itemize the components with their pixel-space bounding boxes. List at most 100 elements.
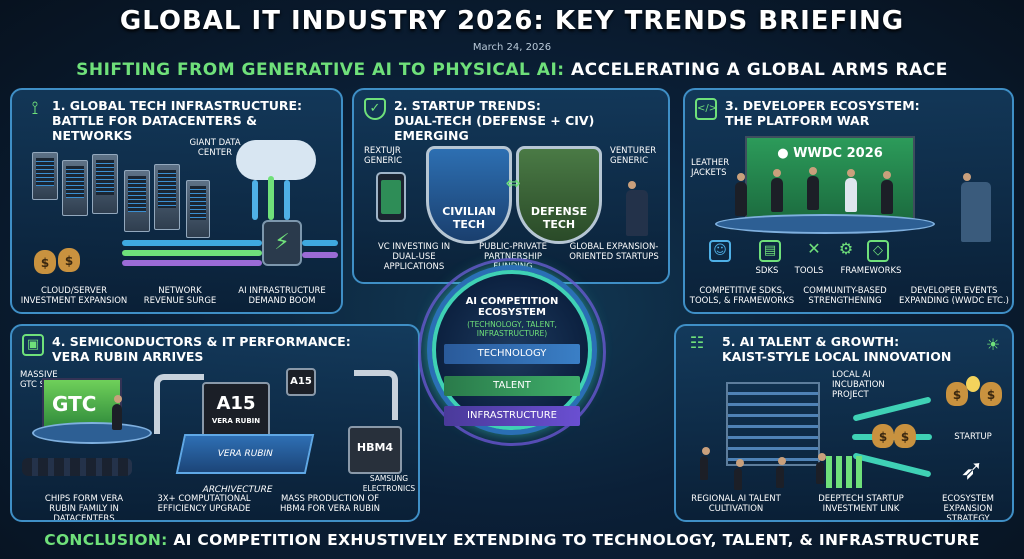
investor-figure (626, 181, 648, 236)
presenter-figure (881, 171, 893, 214)
panel4-title-line2: VERA RUBIN ARRIVES (52, 349, 204, 364)
tools-icon: ✕ (807, 239, 821, 258)
network-cable (302, 252, 338, 258)
presenter-figure (807, 167, 819, 210)
server-rack (62, 160, 88, 216)
label-right-person: VENTURER GENERIC (610, 146, 657, 166)
conclusion-text: AI COMPETITION EXHUSTIVELY EXTENDING TO … (167, 531, 980, 549)
civilian-tech-shield: CIVILIAN TECH (426, 146, 512, 244)
network-cable (122, 250, 262, 256)
developer-figure (961, 173, 991, 242)
tool-tools: TOOLS (794, 266, 824, 276)
up-arrow (268, 176, 274, 220)
label-network-revenue: NETWORK REVENUE SURGE (143, 286, 217, 306)
dollar-bag-icon: $ (894, 424, 916, 448)
speaker-figure (112, 395, 122, 430)
label-global-expansion: GLOBAL EXPANSION-ORIENTED STARTUPS (569, 242, 659, 262)
presenter-figure (771, 169, 783, 212)
panel5-title-line2: KAIST-STYLE LOCAL INNOVATION (722, 349, 952, 364)
lightbulb-icon (966, 376, 980, 392)
label-startup: STARTUP (954, 432, 992, 442)
band-infrastructure: INFRASTRUCTURE (444, 406, 580, 426)
panel4-title-line1: 4. SEMICONDUCTORS & IT PERFORMANCE: (52, 334, 351, 349)
person-figure (816, 453, 826, 484)
panel-startup-trends: ✓ 2. STARTUP TRENDS: DUAL-TECH (DEFENSE … (352, 88, 670, 284)
audience (22, 458, 132, 476)
subtitle-rest: ACCELERATING A GLOBAL ARMS RACE (564, 60, 948, 80)
up-arrow (284, 180, 290, 220)
page-title: GLOBAL IT INDUSTRY 2026: KEY TRENDS BRIE… (119, 6, 905, 36)
vera-rubin-chip: A15 VERA RUBIN (202, 382, 270, 442)
panel2-title-line1: 2. STARTUP TRENDS: (394, 98, 541, 113)
label-efficiency: 3X+ COMPUTATIONAL EFFICIENCY UPGRADE (157, 494, 251, 514)
screen-title: ● WWDC 2026 (747, 146, 913, 161)
panel-ai-talent-growth: ☷ 5. AI TALENT & GROWTH: KAIST-STYLE LOC… (674, 324, 1014, 522)
chip-main-sub: VERA RUBIN (211, 417, 261, 425)
screen-text: WWDC 2026 (793, 146, 883, 161)
gear-icon: ⚙ (838, 239, 854, 258)
tool-frameworks: FRAMEWORKS (840, 266, 902, 276)
briefing-date: March 24, 2026 (472, 42, 552, 53)
dollar-bag-icon: $ (872, 424, 894, 448)
panel-developer-ecosystem: </> 3. DEVELOPER ECOSYSTEM: THE PLATFORM… (683, 88, 1014, 314)
ecosystem-subtitle: (TECHNOLOGY, TALENT, INFRASTRUCTURE) (467, 320, 557, 338)
band-talent: TALENT (444, 376, 580, 396)
defense-tech-shield: DEFENSE TECH (516, 146, 602, 244)
bar-growth-icon (826, 456, 866, 488)
conclusion-highlight: CONCLUSION: (44, 531, 168, 549)
subtitle-highlight: SHIFTING FROM GENERATIVE AI TO PHYSICAL … (76, 60, 565, 80)
label-chips-vera-rubin: CHIPS FORM VERA RUBIN FAMILY IN DATACENT… (44, 494, 124, 522)
panel5-title-line1: 5. AI TALENT & GROWTH: (722, 334, 900, 349)
robot-arm (154, 374, 204, 434)
person-figure (700, 447, 710, 480)
gtc-stage-platform (32, 422, 152, 444)
cloud-icon (236, 140, 316, 180)
hbm4-stack: HBM4 (348, 426, 402, 474)
panel-semiconductors: ▣ 4. SEMICONDUCTORS & IT PERFORMANCE: VE… (10, 324, 420, 522)
label-competitive-sdks: COMPETITIVE SDKs, TOOLS, & FRAMEWORKS (689, 286, 795, 306)
panel3-title-line2: THE PLATFORM WAR (725, 113, 870, 128)
label-regional-ai-talent: REGIONAL AI TALENT CULTIVATION (691, 494, 781, 514)
shield-check-icon: ✓ (364, 98, 386, 120)
label-giant-data-center: GIANT DATA CENTER (189, 138, 241, 158)
lightbulb-person-icon: ☀ (985, 335, 1001, 354)
office-building (726, 382, 820, 466)
presenter-figure (735, 173, 747, 216)
panel2-title-line2: DUAL-TECH (DEFENSE + CIV) EMERGING (394, 113, 595, 143)
label-samsung: SAMSUNG ELECTRONICS (362, 474, 416, 493)
person-figure (776, 457, 786, 488)
dollar-bag-icon: $ (34, 250, 56, 274)
user-code-icon: ☺ (709, 240, 731, 262)
apple-logo-icon: ● (777, 146, 794, 161)
band-technology: TECHNOLOGY (444, 344, 580, 364)
ecosystem-outer-ring (418, 258, 606, 446)
panel3-title-line1: 3. DEVELOPER ECOSYSTEM: (725, 98, 920, 113)
presenter-figure (845, 169, 857, 212)
chip-main-label: A15 (216, 393, 256, 414)
label-leather-jackets: LEATHER JACKETS (691, 158, 730, 178)
code-window-icon: </> (695, 98, 717, 120)
smartphone-icon (376, 172, 406, 222)
lightning-icon: ⚡ (262, 220, 302, 266)
ecosystem-title: AI COMPETITION ECOSYSTEM (465, 296, 559, 318)
signal-tower-icon: ⟟ (31, 98, 39, 119)
framework-cube-icon: ◇ (867, 240, 889, 262)
label-hbm4-production: MASS PRODUCTION OF HBM4 FOR VERA RUBIN (280, 494, 380, 514)
label-local-ai-incubation: LOCAL AI INCUBATION PROJECT (832, 370, 885, 400)
label-vc-investing: VC INVESTING IN DUAL-USE APPLICATIONS (377, 242, 451, 272)
sdk-icon: ▤ (759, 240, 781, 262)
label-developer-events: DEVELOPER EVENTS EXPANDING (WWDC ETC.) (899, 286, 1009, 306)
server-rack (154, 164, 180, 230)
server-rack (124, 170, 150, 232)
network-cable (122, 260, 262, 266)
dollar-bag-icon: $ (946, 382, 968, 406)
server-rack (32, 152, 58, 200)
server-rack (92, 154, 118, 214)
panel1-title-line2: BATTLE FOR DATACENTERS & NETWORKS (52, 113, 257, 143)
person-figure (734, 459, 744, 490)
a15-small-chip: A15 (286, 368, 316, 396)
network-cable (302, 240, 338, 246)
panel-global-tech-infrastructure: ⟟ 1. GLOBAL TECH INFRASTRUCTURE: BATTLE … (10, 88, 343, 314)
label-cloud-server-investment: CLOUD/SERVER INVESTMENT EXPANSION (20, 286, 128, 306)
conclusion-banner: CONCLUSION: AI COMPETITION EXHUSTIVELY E… (0, 531, 1024, 549)
